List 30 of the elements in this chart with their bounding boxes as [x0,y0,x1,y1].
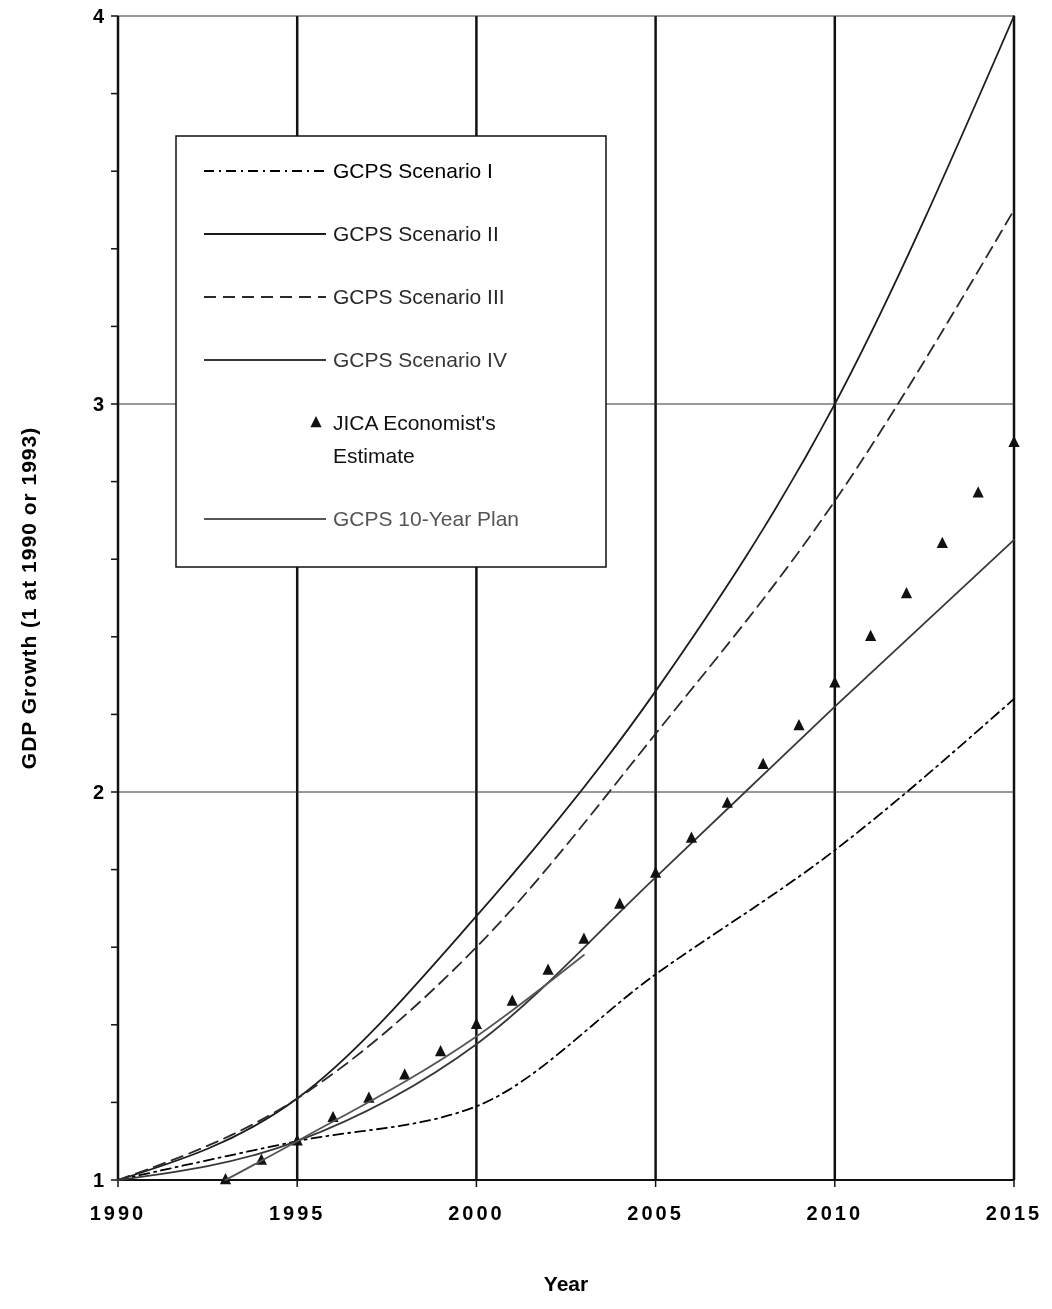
x-tick-label: 1995 [268,1202,326,1224]
x-tick-label: 2015 [985,1202,1043,1224]
y-tick-label: 1 [92,1169,104,1191]
point [542,963,554,975]
point [614,897,626,909]
point [936,536,948,548]
point [721,796,733,808]
point [434,1044,447,1057]
point [578,932,590,944]
y-axis-title: GDP Growth (1 at 1990 or 1993) [17,426,40,770]
x-tick-label: 2005 [627,1202,684,1224]
x-axis-title: Year [543,1272,589,1295]
y-tick-label: 2 [92,781,104,803]
point [900,587,913,599]
y-tick-label: 3 [92,393,104,415]
text: GCPS Scenario II [333,222,499,246]
y-tick-label: 4 [92,5,105,27]
point [685,831,698,843]
legend-label: JICA Economist's Estimate [333,411,496,468]
text: GCPS 10-Year Plan [333,507,519,531]
text: GCPS Scenario I [333,159,493,183]
x-tick-label: 2010 [806,1202,864,1224]
point [865,629,877,641]
text: GCPS Scenario III [333,285,505,309]
point [793,719,805,731]
point [506,994,518,1006]
point [757,757,769,770]
text: GCPS Scenario IV [333,348,507,372]
x-tick-label: 2000 [448,1202,505,1224]
x-tick-label: 1990 [89,1202,147,1224]
